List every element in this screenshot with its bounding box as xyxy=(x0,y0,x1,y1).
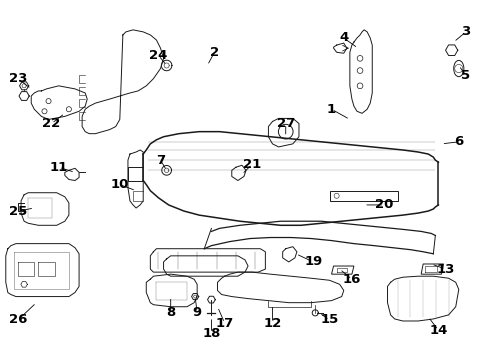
Text: 22: 22 xyxy=(42,117,61,130)
Text: 8: 8 xyxy=(166,306,175,319)
Text: 26: 26 xyxy=(9,314,27,327)
Text: 23: 23 xyxy=(9,72,27,85)
Text: 3: 3 xyxy=(460,26,469,39)
Text: 18: 18 xyxy=(202,327,220,340)
Text: 27: 27 xyxy=(276,117,294,130)
Text: 9: 9 xyxy=(192,306,202,319)
Text: 2: 2 xyxy=(209,46,219,59)
Text: 14: 14 xyxy=(428,324,447,337)
Text: 10: 10 xyxy=(110,178,129,191)
Text: 16: 16 xyxy=(342,273,360,286)
Text: 25: 25 xyxy=(9,204,27,217)
Text: 5: 5 xyxy=(460,69,469,82)
Text: 24: 24 xyxy=(149,49,167,62)
Text: 4: 4 xyxy=(339,31,347,45)
Text: 13: 13 xyxy=(435,262,454,275)
Text: 15: 15 xyxy=(320,314,338,327)
Text: 1: 1 xyxy=(326,103,335,116)
Text: 19: 19 xyxy=(304,256,322,269)
Text: 11: 11 xyxy=(49,161,68,174)
Text: 20: 20 xyxy=(374,198,393,211)
Text: 17: 17 xyxy=(215,316,233,329)
Text: 6: 6 xyxy=(453,135,463,148)
Text: 7: 7 xyxy=(156,154,165,167)
Text: 21: 21 xyxy=(243,158,261,171)
Text: 12: 12 xyxy=(263,316,281,329)
